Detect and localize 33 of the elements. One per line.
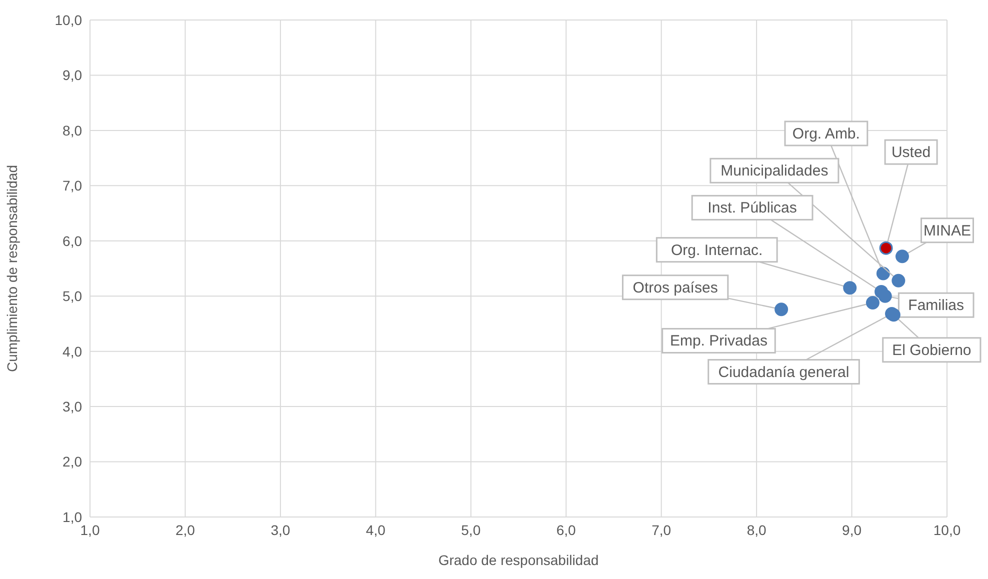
series-label: Familias bbox=[908, 297, 964, 314]
x-tick-label: 9,0 bbox=[842, 522, 862, 538]
y-axis-title: Cumplimiento de responsabilidad bbox=[4, 164, 20, 372]
y-tick-label: 1,0 bbox=[62, 508, 82, 525]
text: Org. Amb. bbox=[792, 125, 860, 142]
text: Emp. Privadas bbox=[670, 332, 768, 350]
x-tick-label: 7,0 bbox=[652, 522, 672, 538]
y-tick-label: 6,0 bbox=[62, 232, 82, 249]
x-tick-label: 2,0 bbox=[175, 522, 196, 538]
x-tick-label: 8,0 bbox=[746, 522, 766, 538]
text: Ciudadanía general bbox=[718, 364, 850, 381]
x-tick-label: 3,0 bbox=[270, 522, 290, 538]
x-tick-label: 4,0 bbox=[366, 522, 386, 538]
y-tick-label: 4,0 bbox=[62, 343, 82, 360]
x-tick-label: 5,0 bbox=[461, 522, 481, 538]
text: Municipalidades bbox=[720, 162, 828, 180]
x-tick-label: 10,0 bbox=[933, 522, 961, 538]
series-label: El Gobierno bbox=[892, 342, 972, 359]
y-tick-label: 5,0 bbox=[62, 288, 82, 304]
x-tick-label: 6,0 bbox=[556, 522, 576, 538]
y-tick-label: 3,0 bbox=[62, 398, 82, 415]
y-tick-label: 10,0 bbox=[54, 12, 82, 28]
y-tick-label: 2,0 bbox=[62, 454, 82, 470]
y-tick-label: 9,0 bbox=[62, 67, 82, 84]
x-axis-title: Grado de responsabilidad bbox=[438, 552, 599, 568]
text: Inst. Públicas bbox=[708, 200, 797, 217]
y-tick-label: 8,0 bbox=[62, 122, 82, 138]
y-tick-label: 7,0 bbox=[62, 178, 82, 194]
text: Otros países bbox=[632, 279, 718, 296]
text: Org. Internac. bbox=[671, 242, 763, 259]
x-tick-label: 1,0 bbox=[80, 522, 100, 538]
text: Usted bbox=[891, 144, 931, 162]
series-label: MINAE bbox=[923, 222, 972, 240]
